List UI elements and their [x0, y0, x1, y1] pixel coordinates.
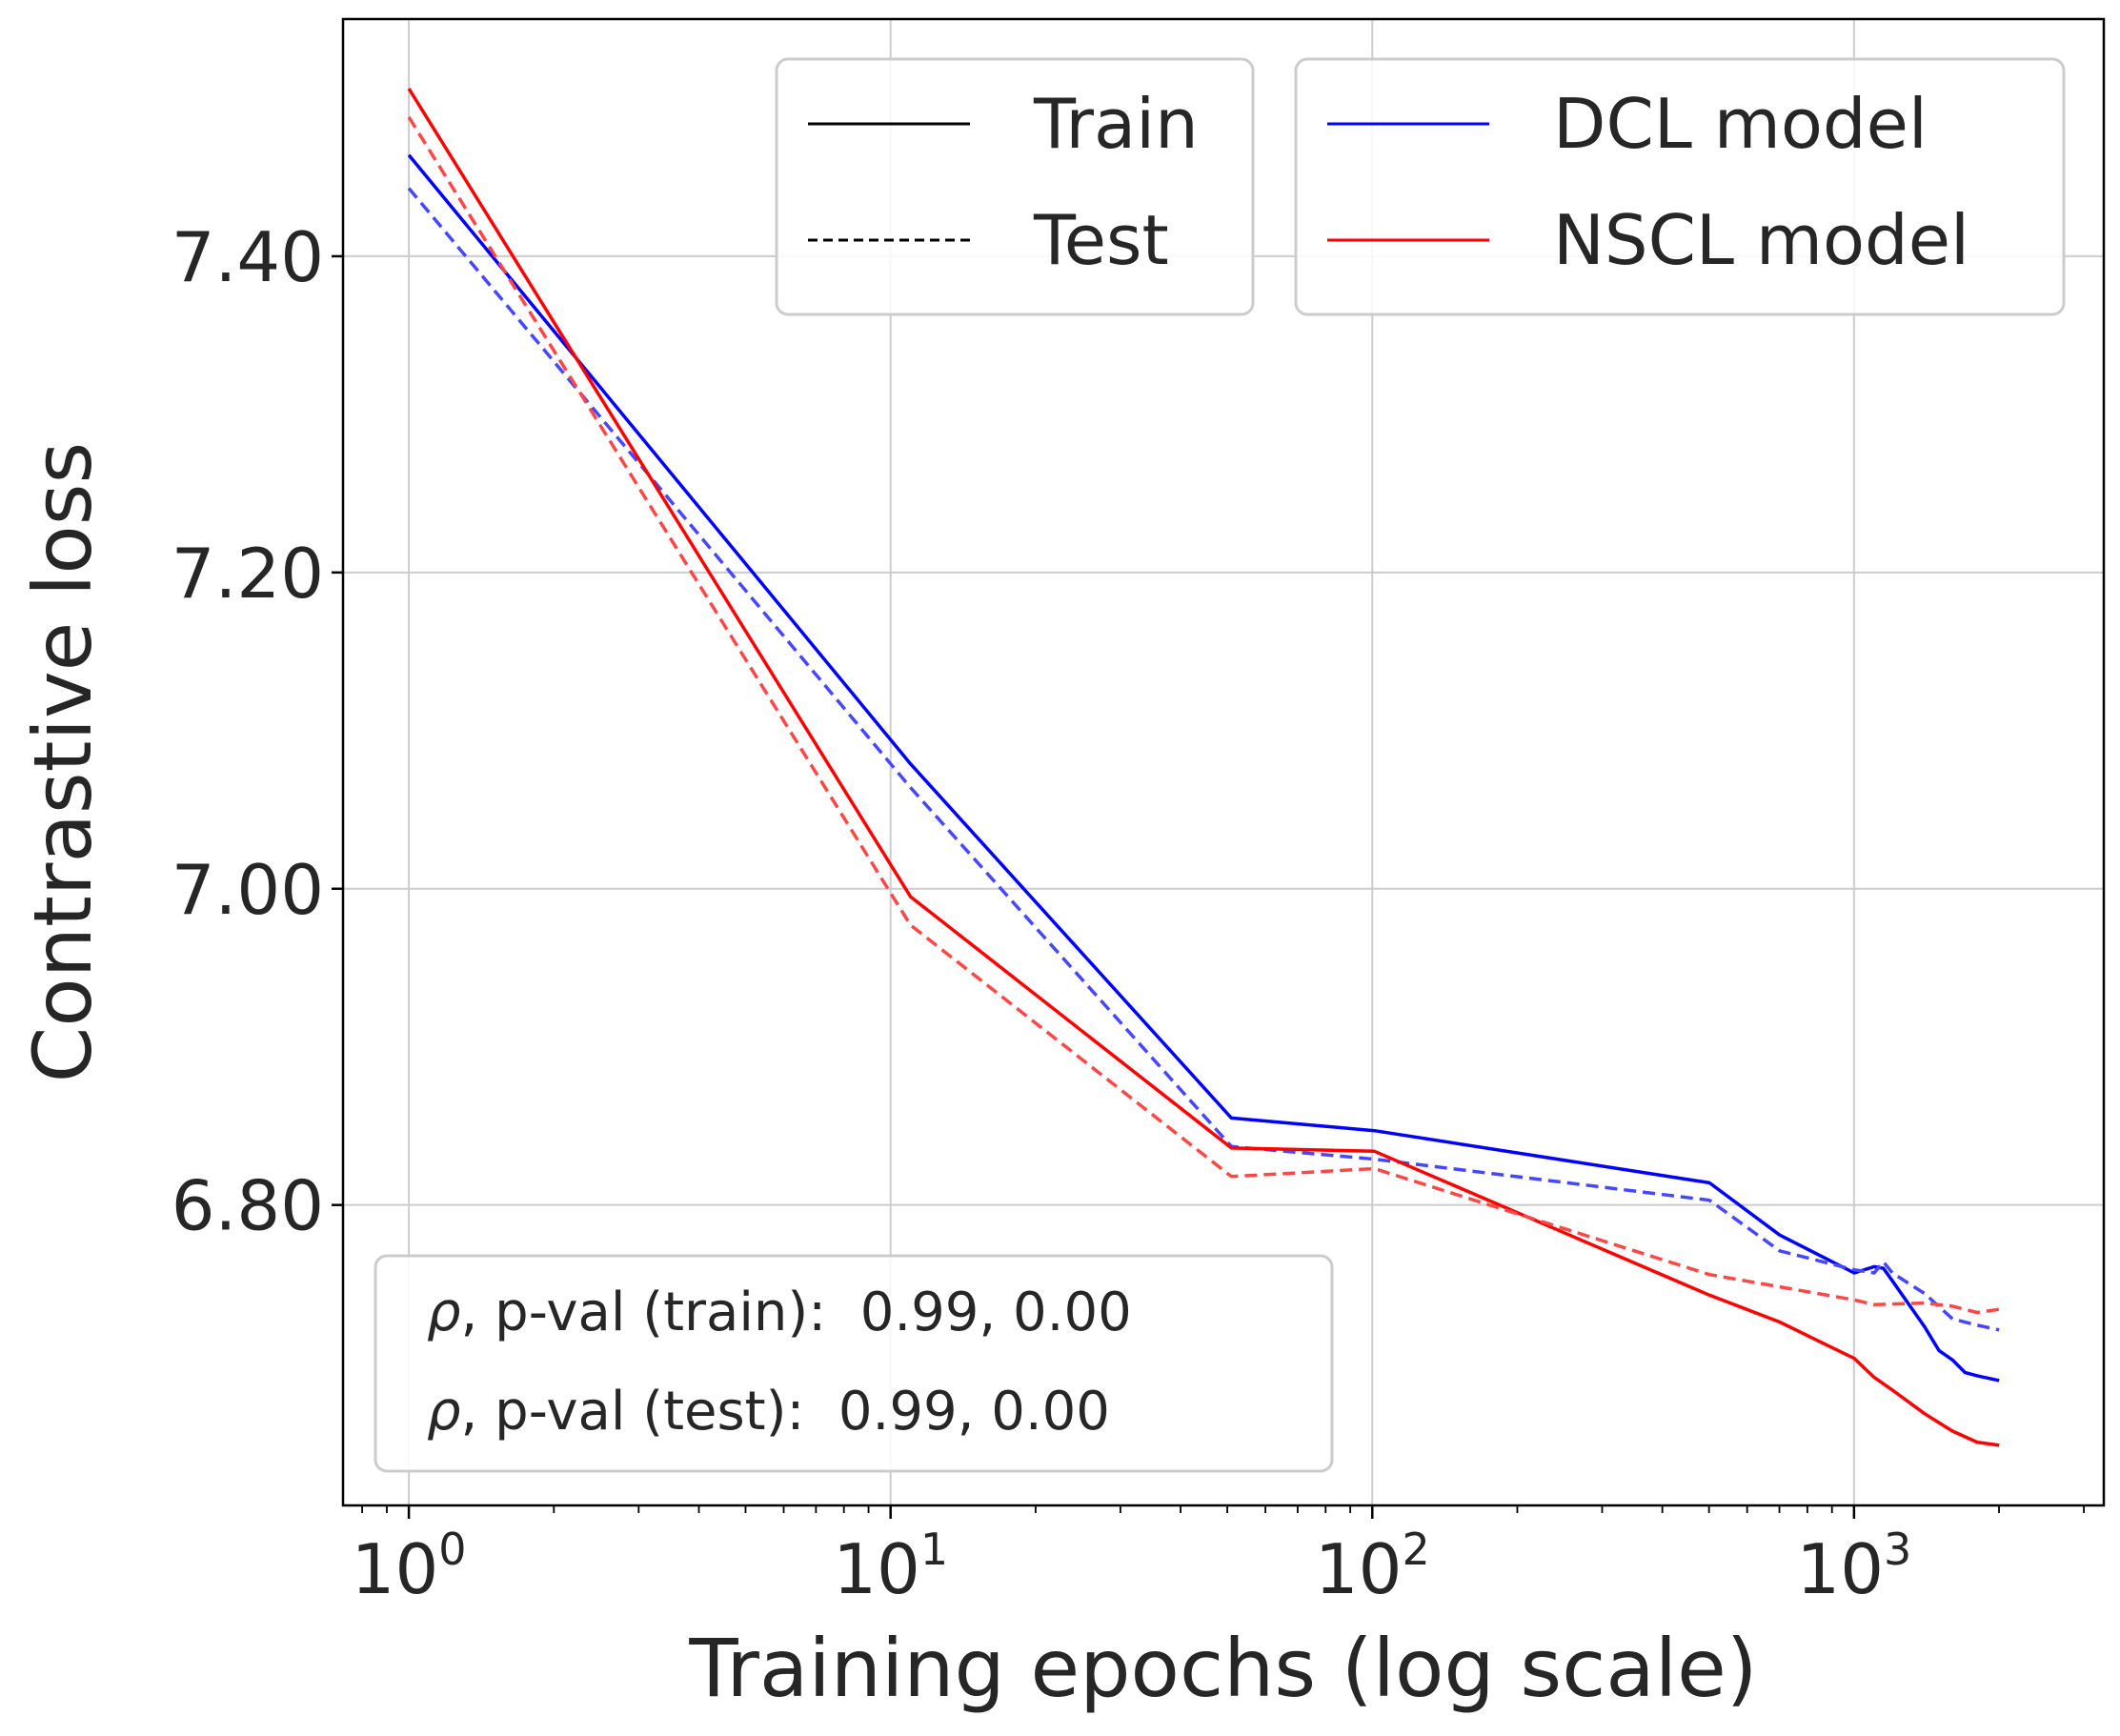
series-line-2	[407, 88, 2000, 1447]
series-line-0	[407, 153, 2000, 1383]
legend-test-label: Test	[1033, 200, 1169, 280]
legend-train-label: Train	[1033, 84, 1199, 164]
y-tick-label: 7.40	[172, 217, 324, 297]
stats-train-text: ρ, p-val (train): 0.99, 0.00	[427, 1282, 1132, 1343]
y-tick-label: 6.80	[172, 1166, 324, 1246]
x-axis-title: Training epochs (log scale)	[688, 1622, 1757, 1715]
series-lines	[407, 88, 2000, 1447]
y-tick-label: 7.20	[172, 534, 324, 614]
legend-nscl-label: NSCL model	[1553, 200, 1969, 280]
stats-test-text: ρ, p-val (test): 0.99, 0.00	[427, 1381, 1110, 1443]
y-tick-label: 7.00	[172, 850, 324, 930]
y-axis-ticks: 6.80 7.00 7.20 7.40	[172, 217, 343, 1246]
legend-style: Train Test	[775, 57, 1255, 316]
legend-model: DCL model NSCL model	[1294, 57, 2066, 316]
x-tick-label: 101	[833, 1524, 948, 1609]
x-tick-label: 103	[1796, 1524, 1911, 1609]
stats-box: ρ, p-val (train): 0.99, 0.00 ρ, p-val (t…	[374, 1254, 1334, 1473]
stats-box-frame	[374, 1254, 1334, 1473]
legend-dcl-label: DCL model	[1553, 84, 1928, 164]
x-tick-label: 100	[352, 1524, 467, 1609]
x-axis-ticks: 100 101 102 103	[352, 1505, 2085, 1609]
y-axis-title: Contrastive loss	[16, 442, 110, 1083]
plot-frame	[341, 17, 2106, 1507]
series-line-3	[407, 115, 2000, 1315]
x-tick-label: 102	[1315, 1524, 1430, 1609]
